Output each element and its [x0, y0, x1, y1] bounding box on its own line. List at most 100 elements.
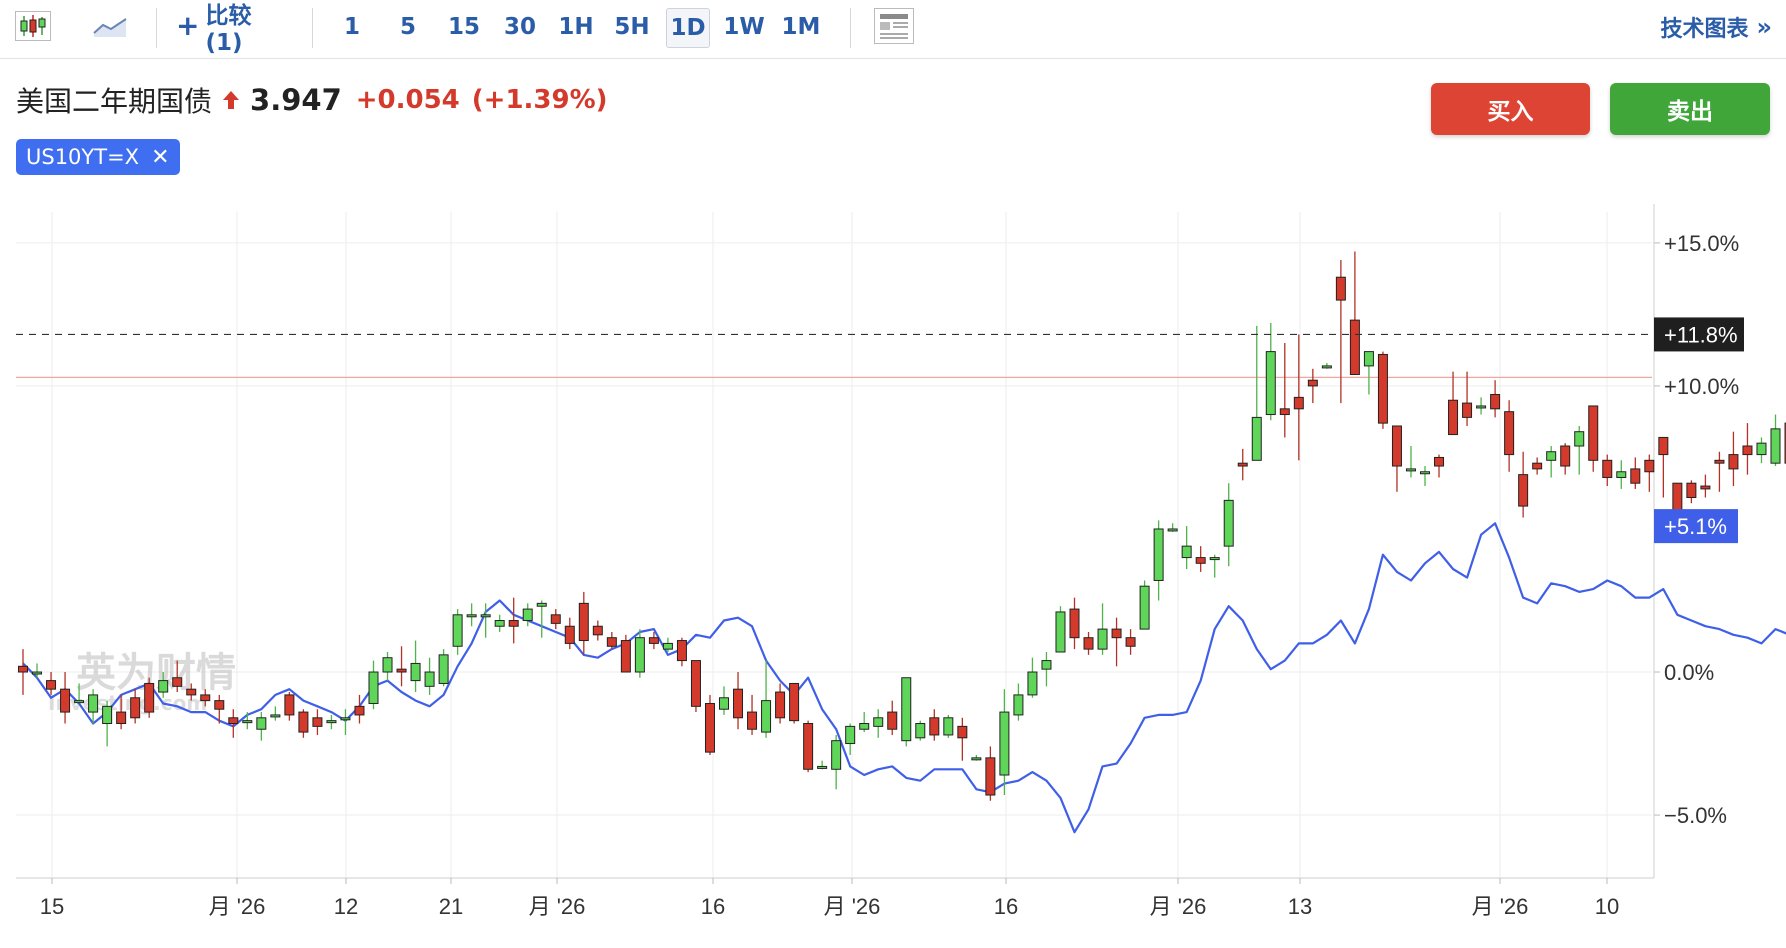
sell-button[interactable]: 卖出: [1610, 83, 1770, 135]
candle-body: [158, 680, 169, 693]
candle: [1420, 466, 1430, 487]
candle-body: [1532, 462, 1543, 470]
candle: [1321, 363, 1332, 369]
candle-body: [1349, 319, 1360, 375]
candle-body: [648, 637, 659, 644]
candle-body: [676, 640, 687, 662]
candle: [536, 600, 547, 638]
candle-body: [999, 711, 1010, 776]
y-tick-label: −5.0%: [1664, 803, 1727, 828]
candle: [1111, 617, 1122, 667]
candle-body: [508, 620, 519, 627]
plus-icon: +: [176, 9, 200, 42]
candle-body: [1041, 660, 1052, 670]
timeframe-15[interactable]: 15: [447, 14, 480, 40]
timeframe-1[interactable]: 1: [343, 14, 360, 40]
candle: [1686, 480, 1697, 504]
news-layout-icon[interactable]: [872, 0, 916, 52]
candle-body: [1195, 557, 1206, 564]
candle: [704, 694, 715, 755]
candle-body: [859, 723, 870, 730]
candle: [999, 689, 1010, 796]
candle-body: [831, 740, 842, 770]
candle-body: [1770, 428, 1781, 464]
compare-label: +5.1%: [1664, 514, 1727, 539]
candle-body: [186, 688, 197, 696]
timeframe-30[interactable]: 30: [503, 14, 536, 40]
tech-chart-link[interactable]: 技术图表 »: [1660, 8, 1772, 46]
candle-body: [1686, 482, 1697, 499]
candle: [1391, 425, 1402, 492]
candle-body: [298, 711, 309, 733]
x-tick-label: 13: [1288, 894, 1312, 919]
candle-body: [1658, 436, 1669, 456]
candle-body: [1560, 445, 1571, 467]
timeframe-1h[interactable]: 1H: [558, 14, 594, 40]
candle: [1097, 603, 1108, 655]
candle: [859, 712, 870, 733]
candle: [382, 651, 393, 681]
candle: [396, 646, 407, 687]
x-axis: 15 月 '26 12 21 月 '26 16 月 '26 16 月 '26 13 月 '26 10: [40, 878, 1619, 919]
compare-label-box: [1654, 509, 1738, 544]
candle: [130, 689, 141, 724]
compare-series: [22, 522, 1786, 834]
candle: [943, 714, 954, 738]
candle: [214, 694, 225, 724]
compare-button[interactable]: + 比较 (1): [176, 0, 296, 56]
candle-body: [761, 700, 772, 733]
candle-body: [719, 697, 729, 710]
candle-body: [312, 717, 323, 727]
candle-body: [228, 717, 239, 725]
timeframe-5h[interactable]: 5H: [614, 14, 650, 40]
timeframe-1d[interactable]: 1D: [666, 8, 710, 48]
candle-body: [1546, 451, 1557, 461]
timeframe-1w[interactable]: 1W: [723, 14, 765, 40]
candle-body: [256, 717, 267, 730]
candle: [88, 689, 99, 724]
candle-body: [915, 723, 926, 739]
candle: [1644, 454, 1655, 492]
candle-body: [60, 688, 71, 713]
candle: [1013, 683, 1024, 721]
candle-body: [32, 671, 43, 675]
candle-body: [1574, 431, 1585, 447]
candle: [242, 712, 253, 730]
candle: [606, 631, 617, 650]
price-chart[interactable]: 英为财情 Investing.com +11.8% +5.1% +15.0% +10…: [0, 200, 1786, 920]
candle: [1518, 451, 1529, 518]
candle: [284, 692, 295, 721]
candle: [564, 617, 575, 650]
candle: [592, 620, 603, 641]
candle: [1700, 474, 1711, 498]
candle-body: [1223, 499, 1234, 547]
candle-body: [1321, 365, 1332, 369]
candle: [200, 689, 211, 707]
candle-body: [102, 705, 113, 725]
candle: [831, 734, 842, 790]
candle-body: [1420, 471, 1430, 475]
timeframe-1m[interactable]: 1M: [781, 14, 821, 40]
last-price-label-box: [1654, 317, 1744, 352]
candle: [1462, 371, 1473, 426]
y-tick-label: 0.0%: [1664, 660, 1714, 685]
candle-body: [957, 725, 968, 739]
candle-body: [1405, 468, 1416, 472]
candle: [1630, 457, 1641, 489]
candle-body: [130, 697, 141, 719]
candle: [1490, 380, 1501, 418]
candle: [326, 714, 337, 730]
candle: [1448, 371, 1459, 436]
candle: [1349, 251, 1360, 375]
x-tick-label: 月 '26: [529, 894, 586, 919]
candle-body: [1153, 528, 1164, 581]
timeframe-5[interactable]: 5: [399, 14, 416, 40]
candlestick-icon[interactable]: [12, 0, 54, 52]
line-chart-icon[interactable]: [90, 0, 130, 52]
x-tick-label: 16: [994, 894, 1018, 919]
remove-compare-icon[interactable]: ✕: [151, 144, 170, 170]
buy-button[interactable]: 买入: [1431, 83, 1590, 135]
chart-grid: [16, 204, 1655, 879]
candle: [368, 660, 379, 710]
candle-body: [172, 677, 183, 687]
